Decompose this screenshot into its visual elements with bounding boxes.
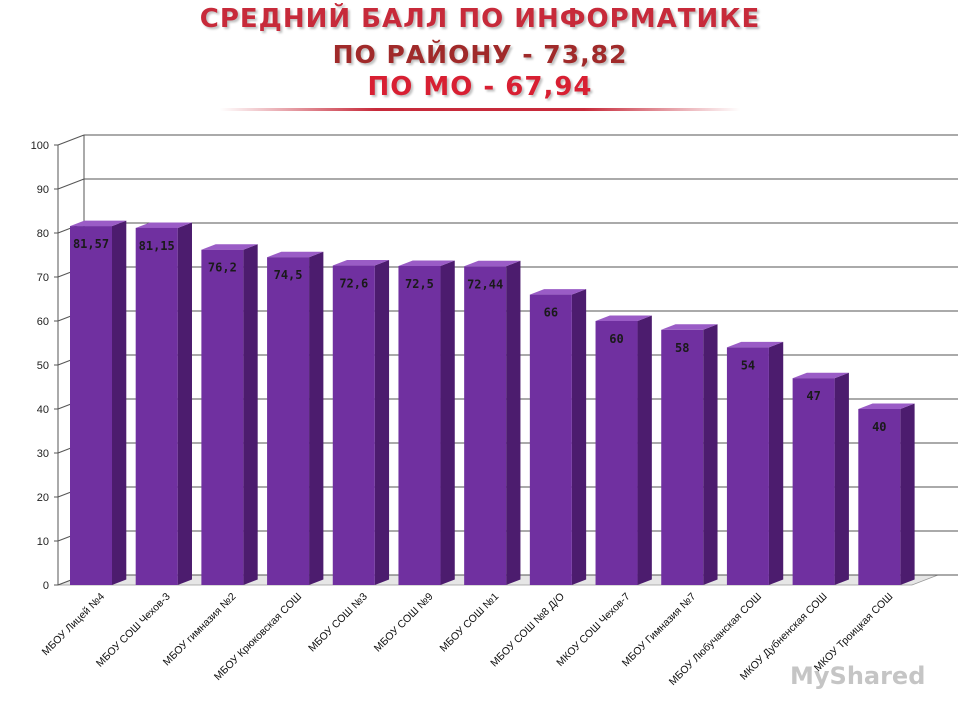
y-tick-label: 80	[37, 228, 49, 240]
y-tick-label: 100	[31, 140, 49, 152]
x-tick-label: МБОУ СОШ №8 Д/О	[488, 591, 567, 670]
bar-front	[201, 249, 244, 585]
data-label: 47	[806, 389, 820, 403]
data-label: 58	[675, 341, 689, 355]
x-tick-label: МБОУ Гимназия №7	[620, 591, 699, 670]
chart-title: СРЕДНИЙ БАЛЛ ПО ИНФОРМАТИКЕ	[199, 4, 761, 34]
x-tick-label: МБОУ СОШ №3	[306, 591, 370, 655]
bar	[201, 244, 258, 585]
bar-front	[398, 266, 441, 585]
bar	[661, 324, 718, 585]
bar-side	[309, 251, 324, 585]
bar-side	[243, 244, 258, 585]
district-average: ПО РАЙОНУ - 73,82	[332, 40, 628, 69]
bar-front	[267, 257, 310, 585]
title-divider	[220, 108, 740, 111]
bar	[595, 315, 652, 585]
bar-top	[726, 341, 784, 348]
y-tick-label: 40	[37, 404, 49, 416]
data-label: 76,2	[208, 261, 237, 275]
y-axis-ticks: 0 10 20 30 40 50 60 70 80 90 100	[31, 140, 49, 592]
y-tick-label: 90	[37, 184, 49, 196]
x-tick-label: МБОУ Лицей №4	[40, 591, 108, 659]
bar	[398, 260, 455, 585]
bar-side	[703, 324, 718, 585]
bar	[858, 403, 915, 585]
bar-side	[112, 220, 127, 586]
bar-top	[135, 222, 192, 228]
bar-top	[792, 372, 849, 379]
data-label: 60	[609, 332, 623, 346]
bar	[792, 372, 849, 585]
bar-front	[661, 329, 704, 585]
bar-front	[858, 409, 901, 585]
data-label: 81,57	[73, 237, 109, 251]
data-labels: 81,57 81,15 76,2 74,5 72,6 72,5 72,44 66 60 58 54 4…	[73, 237, 887, 434]
bar-top	[267, 251, 324, 258]
x-tick-label: МБОУ СОШ Чехов-3	[94, 591, 173, 670]
bar	[70, 220, 127, 586]
bar-side	[177, 222, 192, 585]
bar-side	[768, 341, 784, 585]
bar-side	[374, 260, 390, 585]
gridline-side	[57, 178, 85, 190]
y-tick-label: 20	[37, 492, 49, 504]
bar	[726, 341, 784, 585]
bar-top	[595, 315, 652, 321]
y-tick-label: 60	[37, 316, 49, 328]
data-label: 40	[872, 420, 886, 434]
bar-top	[464, 260, 521, 267]
y-tick-label: 70	[37, 272, 49, 284]
bar-front	[726, 347, 769, 585]
bar-front	[135, 227, 178, 585]
bar-side	[440, 260, 455, 585]
region-average: ПО МО - 67,94	[367, 72, 593, 102]
bar-top	[661, 324, 718, 330]
bar-top	[70, 220, 127, 227]
y-tick-label: 0	[43, 580, 49, 592]
data-label: 72,5	[405, 277, 434, 291]
bar-side	[834, 372, 849, 585]
bar-front	[595, 321, 638, 585]
bar	[135, 222, 192, 585]
bar	[332, 260, 390, 585]
bar-front	[529, 294, 572, 585]
bar-top	[529, 289, 587, 295]
bar-side	[900, 403, 915, 585]
y-tick-label: 10	[37, 536, 49, 548]
bar-top	[201, 244, 258, 250]
bar-top	[398, 260, 455, 266]
x-tick-label: МБОУ СОШ №1	[437, 591, 501, 655]
data-label: 81,15	[139, 239, 175, 253]
data-label: 72,6	[339, 277, 368, 291]
bar-front	[332, 265, 375, 585]
bar	[464, 260, 521, 585]
bar	[267, 251, 324, 585]
y-tick-label: 30	[37, 448, 49, 460]
bar-side	[571, 289, 587, 585]
bar-front	[792, 378, 835, 585]
data-label: 72,44	[467, 277, 503, 291]
data-label: 54	[741, 358, 755, 372]
bar-side	[506, 260, 521, 585]
gridline-side	[57, 134, 85, 146]
data-label: 66	[544, 306, 558, 320]
x-tick-label: МБОУ СОШ №9	[372, 591, 436, 655]
bar-top	[332, 260, 390, 266]
x-tick-label: МКОУ СОШ Чехов-7	[554, 591, 632, 669]
watermark-logo: MyShared	[790, 662, 926, 690]
y-tick-label: 50	[37, 360, 49, 372]
bar	[529, 289, 587, 585]
bar-front	[70, 226, 112, 586]
bars	[70, 220, 915, 586]
x-tick-label: МБОУ гимназия №2	[161, 591, 239, 669]
bar-front	[464, 266, 507, 585]
bar-top	[858, 403, 915, 409]
data-label: 74,5	[274, 268, 303, 282]
bar-side	[637, 315, 652, 585]
